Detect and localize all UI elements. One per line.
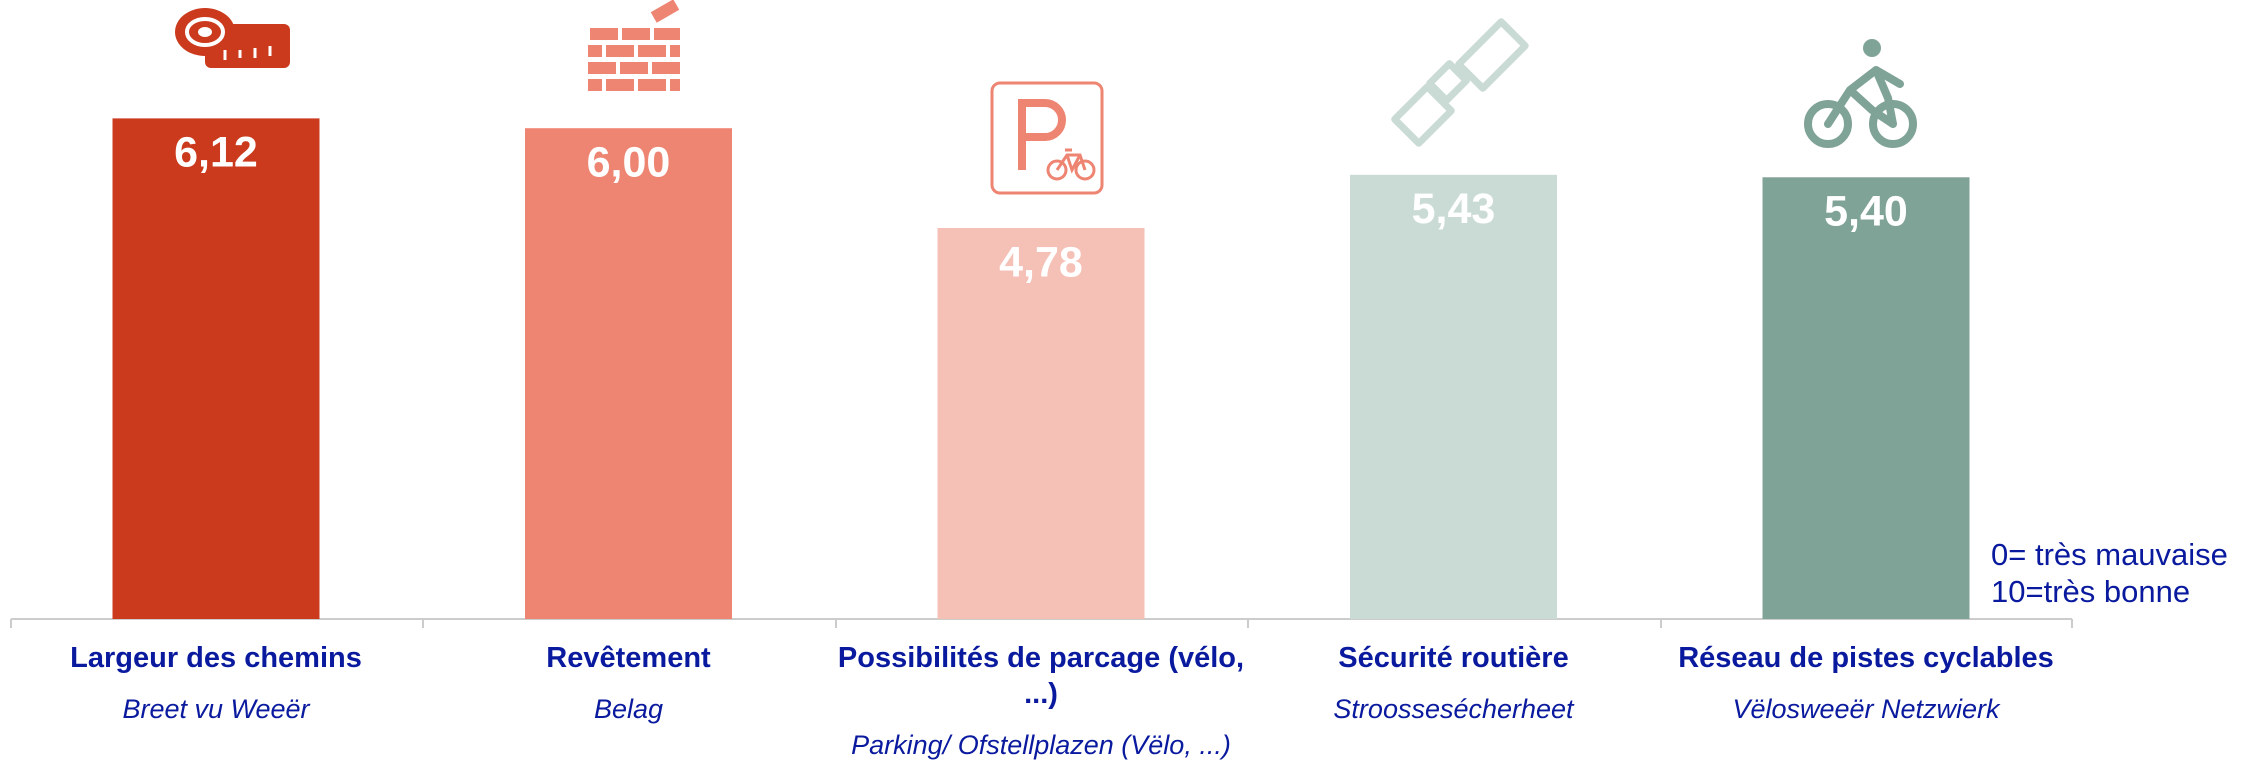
seatbelt-icon bbox=[1391, 18, 1529, 147]
category-sublabel: Stroossesécherheet bbox=[1333, 694, 1574, 724]
category-label: Réseau de pistes cyclables bbox=[1678, 642, 2054, 674]
separators bbox=[10, 619, 2073, 628]
value-label: 5,40 bbox=[1824, 188, 1908, 236]
category: Possibilités de parcage (vélo, ...) Parki… bbox=[835, 640, 1248, 760]
parking-icon bbox=[990, 81, 1104, 195]
category-label: Revêtement bbox=[546, 642, 711, 674]
category: Sécurité routière Stroossesécherheet bbox=[1247, 640, 1660, 726]
category: Réseau de pistes cyclables Vëlosweeër Net… bbox=[1660, 640, 2073, 726]
bar bbox=[525, 128, 732, 619]
tape-icon bbox=[175, 8, 290, 68]
value-label: 6,00 bbox=[587, 139, 671, 187]
category-sublabel: Breet vu Weeër bbox=[122, 694, 310, 724]
value-label: 6,12 bbox=[174, 129, 258, 177]
bar bbox=[1762, 177, 1970, 619]
bar bbox=[112, 118, 320, 619]
value-label: 4,78 bbox=[999, 238, 1083, 286]
annotation: 0= très mauvaise bbox=[1991, 537, 2228, 572]
category-sublabel: Belag bbox=[593, 694, 664, 724]
category-sublabel: Vëlosweeër Netzwierk bbox=[1732, 694, 2000, 724]
value-label: 5,43 bbox=[1412, 185, 1496, 233]
category-sublabel: Parking/ Ofstellplazen (Vëlo, ...) bbox=[851, 730, 1231, 760]
bike-icon bbox=[1804, 39, 1917, 148]
category-label: Possibilités de parcage (vélo, ...) bbox=[837, 642, 1245, 710]
bar bbox=[937, 227, 1145, 619]
brick-icon bbox=[588, 0, 680, 91]
category-label: Sécurité routière bbox=[1338, 642, 1569, 674]
category: Revêtement Belag bbox=[422, 640, 835, 726]
category-label: Largeur des chemins bbox=[70, 642, 362, 674]
bar bbox=[1350, 174, 1557, 620]
category: Largeur des chemins Breet vu Weeër bbox=[10, 640, 423, 726]
annotation: 10=très bonne bbox=[1991, 574, 2191, 609]
